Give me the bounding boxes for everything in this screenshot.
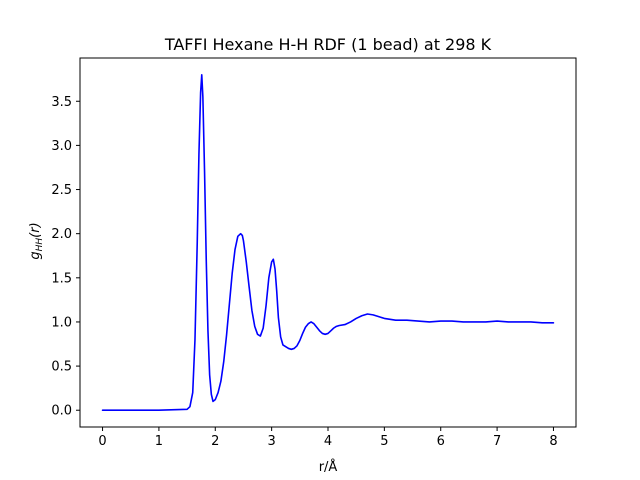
y-tick-label: 3.0 <box>51 139 72 154</box>
x-tick-label: 2 <box>211 434 219 449</box>
y-tick-label: 1.5 <box>51 271 72 286</box>
x-tick-label: 3 <box>267 434 275 449</box>
y-axis-label-tail: (r) <box>28 222 43 238</box>
x-tick-label: 1 <box>155 434 163 449</box>
x-tick-label: 8 <box>549 434 557 449</box>
y-tick-label: 2.5 <box>51 183 72 198</box>
y-axis-label-subscript: HH <box>35 238 45 252</box>
y-axis-label: gHH(r) <box>28 222 45 259</box>
x-axis-label: r/Å <box>319 459 338 475</box>
y-tick-label: 0.0 <box>51 404 72 419</box>
y-axis-label-main: g <box>28 251 43 259</box>
y-axis-ticks: 0.0 0.5 1.0 1.5 2.0 2.5 3.0 3.5 <box>51 95 80 419</box>
y-tick-label: 3.5 <box>51 95 72 110</box>
y-tick-label: 0.5 <box>51 360 72 375</box>
x-axis-ticks: 0 1 2 3 4 5 6 7 8 <box>98 427 558 449</box>
x-tick-label: 7 <box>493 434 501 449</box>
series-line-0 <box>101 73 555 412</box>
chart-title: TAFFI Hexane H-H RDF (1 bead) at 298 K <box>164 35 492 54</box>
y-tick-label: 1.0 <box>51 315 72 330</box>
x-tick-label: 4 <box>324 434 332 449</box>
y-tick-label: 2.0 <box>51 227 72 242</box>
x-tick-label: 6 <box>437 434 445 449</box>
x-tick-label: 0 <box>98 434 106 449</box>
x-tick-label: 5 <box>380 434 388 449</box>
series-layer <box>101 73 555 412</box>
